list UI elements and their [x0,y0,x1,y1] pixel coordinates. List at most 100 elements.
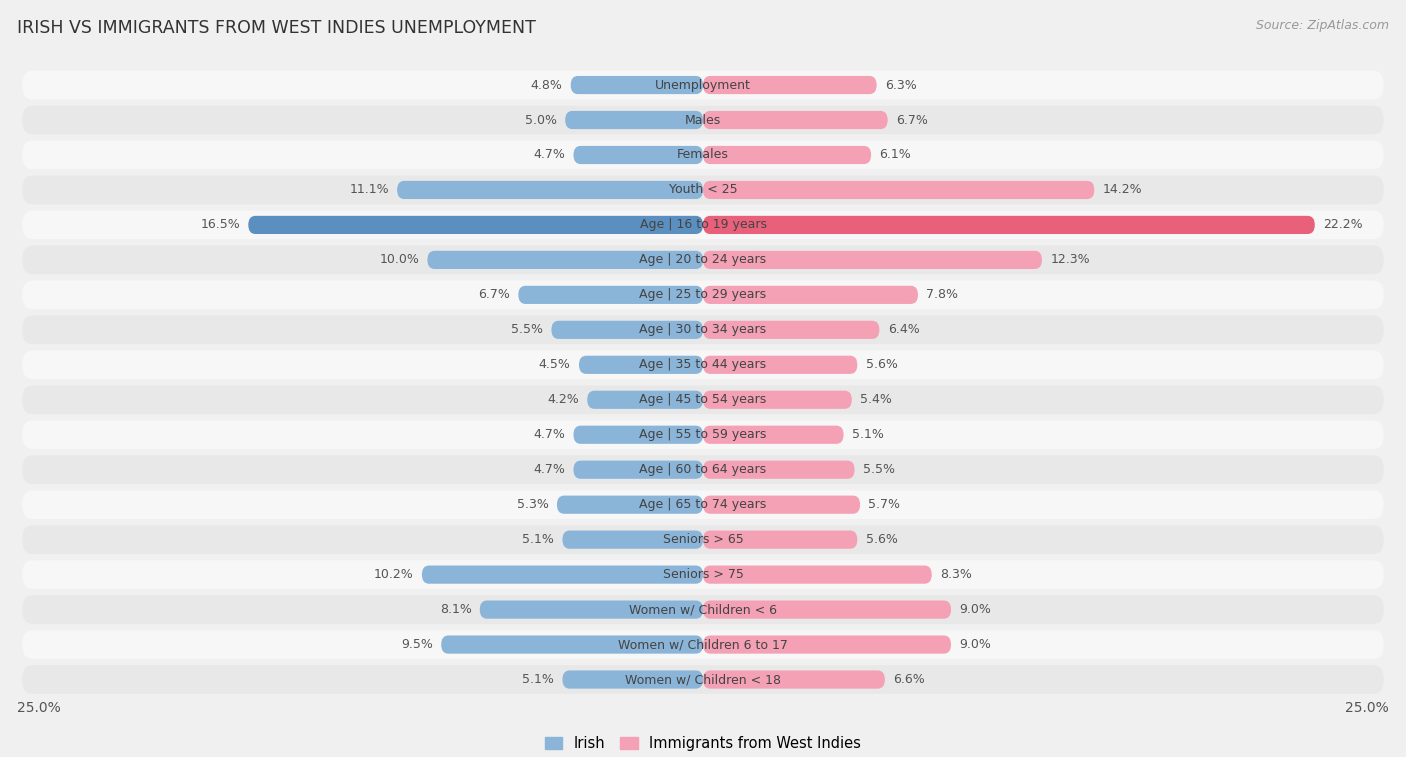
FancyBboxPatch shape [22,631,1384,659]
FancyBboxPatch shape [703,565,932,584]
Text: 11.1%: 11.1% [349,183,389,197]
Text: 5.1%: 5.1% [852,428,884,441]
FancyBboxPatch shape [22,665,1384,694]
FancyBboxPatch shape [703,251,1042,269]
Text: Women w/ Children < 6: Women w/ Children < 6 [628,603,778,616]
Text: 5.4%: 5.4% [860,394,891,407]
Text: 25.0%: 25.0% [1346,701,1389,715]
Text: 5.5%: 5.5% [512,323,543,336]
FancyBboxPatch shape [22,350,1384,379]
FancyBboxPatch shape [579,356,703,374]
FancyBboxPatch shape [22,245,1384,274]
FancyBboxPatch shape [22,316,1384,344]
FancyBboxPatch shape [22,525,1384,554]
Text: Age | 45 to 54 years: Age | 45 to 54 years [640,394,766,407]
FancyBboxPatch shape [519,285,703,304]
Text: 4.7%: 4.7% [533,148,565,161]
FancyBboxPatch shape [574,146,703,164]
Text: 4.7%: 4.7% [533,463,565,476]
Text: Males: Males [685,114,721,126]
FancyBboxPatch shape [396,181,703,199]
Text: 5.6%: 5.6% [866,358,897,371]
FancyBboxPatch shape [703,425,844,444]
FancyBboxPatch shape [22,456,1384,484]
Text: 4.8%: 4.8% [530,79,562,92]
Text: 8.1%: 8.1% [440,603,471,616]
Text: 9.0%: 9.0% [959,638,991,651]
FancyBboxPatch shape [22,141,1384,170]
Text: 9.5%: 9.5% [401,638,433,651]
FancyBboxPatch shape [703,391,852,409]
FancyBboxPatch shape [703,460,855,479]
Text: 6.6%: 6.6% [893,673,925,686]
Text: 9.0%: 9.0% [959,603,991,616]
Text: 10.2%: 10.2% [374,568,413,581]
FancyBboxPatch shape [703,671,884,689]
Text: 5.0%: 5.0% [524,114,557,126]
Text: 16.5%: 16.5% [200,219,240,232]
FancyBboxPatch shape [571,76,703,94]
Text: 12.3%: 12.3% [1050,254,1090,266]
Text: 4.2%: 4.2% [547,394,579,407]
FancyBboxPatch shape [427,251,703,269]
Text: 6.7%: 6.7% [896,114,928,126]
FancyBboxPatch shape [22,420,1384,449]
FancyBboxPatch shape [557,496,703,514]
FancyBboxPatch shape [562,671,703,689]
FancyBboxPatch shape [703,600,950,618]
Text: Youth < 25: Youth < 25 [669,183,737,197]
Text: Women w/ Children 6 to 17: Women w/ Children 6 to 17 [619,638,787,651]
Text: 5.7%: 5.7% [869,498,900,511]
Text: Age | 16 to 19 years: Age | 16 to 19 years [640,219,766,232]
Text: 22.2%: 22.2% [1323,219,1362,232]
Text: 5.6%: 5.6% [866,533,897,546]
FancyBboxPatch shape [703,635,950,653]
Text: 25.0%: 25.0% [17,701,60,715]
FancyBboxPatch shape [22,491,1384,519]
FancyBboxPatch shape [574,425,703,444]
FancyBboxPatch shape [703,321,879,339]
FancyBboxPatch shape [22,106,1384,134]
FancyBboxPatch shape [703,531,858,549]
Text: 10.0%: 10.0% [380,254,419,266]
Text: 5.5%: 5.5% [863,463,894,476]
FancyBboxPatch shape [703,496,860,514]
Text: Source: ZipAtlas.com: Source: ZipAtlas.com [1256,19,1389,32]
FancyBboxPatch shape [22,560,1384,589]
FancyBboxPatch shape [22,595,1384,624]
Text: Age | 60 to 64 years: Age | 60 to 64 years [640,463,766,476]
FancyBboxPatch shape [551,321,703,339]
Text: Age | 25 to 29 years: Age | 25 to 29 years [640,288,766,301]
FancyBboxPatch shape [703,146,872,164]
Text: 7.8%: 7.8% [927,288,959,301]
FancyBboxPatch shape [422,565,703,584]
FancyBboxPatch shape [574,460,703,479]
Text: 8.3%: 8.3% [941,568,972,581]
Text: 6.7%: 6.7% [478,288,510,301]
Text: 14.2%: 14.2% [1102,183,1142,197]
Text: 5.1%: 5.1% [522,533,554,546]
FancyBboxPatch shape [562,531,703,549]
Text: Females: Females [678,148,728,161]
Text: Seniors > 65: Seniors > 65 [662,533,744,546]
Text: Seniors > 75: Seniors > 75 [662,568,744,581]
Text: IRISH VS IMMIGRANTS FROM WEST INDIES UNEMPLOYMENT: IRISH VS IMMIGRANTS FROM WEST INDIES UNE… [17,19,536,37]
Text: 4.7%: 4.7% [533,428,565,441]
FancyBboxPatch shape [22,210,1384,239]
Text: 5.1%: 5.1% [522,673,554,686]
FancyBboxPatch shape [441,635,703,653]
Text: Age | 65 to 74 years: Age | 65 to 74 years [640,498,766,511]
FancyBboxPatch shape [703,356,858,374]
Text: Women w/ Children < 18: Women w/ Children < 18 [626,673,780,686]
FancyBboxPatch shape [479,600,703,618]
FancyBboxPatch shape [703,216,1315,234]
FancyBboxPatch shape [703,111,887,129]
Text: 4.5%: 4.5% [538,358,571,371]
Text: Age | 20 to 24 years: Age | 20 to 24 years [640,254,766,266]
Text: 5.3%: 5.3% [517,498,548,511]
Text: Age | 30 to 34 years: Age | 30 to 34 years [640,323,766,336]
Legend: Irish, Immigrants from West Indies: Irish, Immigrants from West Indies [544,737,862,752]
FancyBboxPatch shape [703,76,876,94]
FancyBboxPatch shape [588,391,703,409]
Text: Age | 35 to 44 years: Age | 35 to 44 years [640,358,766,371]
